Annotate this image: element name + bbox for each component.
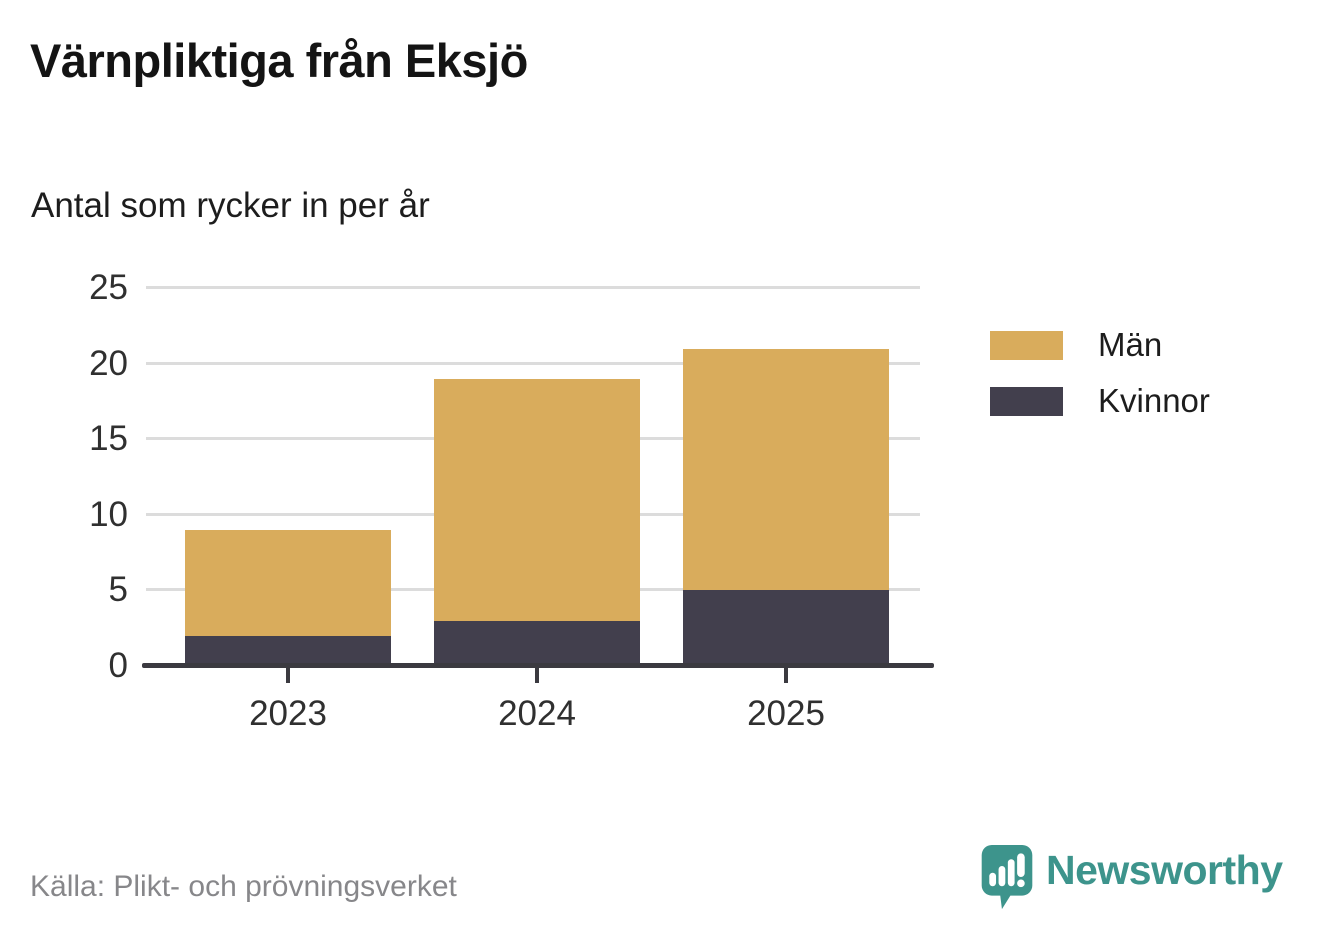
y-axis-label-15: 15 (89, 419, 128, 459)
bar-segment-2025-kvinnor (683, 590, 889, 666)
x-axis-label-2024: 2024 (498, 694, 576, 733)
bar-segment-2023-män (185, 529, 391, 636)
brand-name: Newsworthy (1046, 847, 1283, 893)
bar-segment-2025-män (683, 348, 889, 591)
x-axis-label-2025: 2025 (747, 694, 825, 733)
x-tick-2025 (784, 668, 788, 683)
y-axis-label-20: 20 (89, 343, 128, 383)
y-axis-label-0: 0 (108, 646, 128, 685)
y-axis-label-10: 10 (89, 494, 128, 534)
y-axis-label-5: 5 (108, 570, 128, 610)
bar-chart-speech-bubble-icon (981, 844, 1033, 910)
chart-title: Värnpliktiga från Eksjö (30, 34, 528, 87)
gridline-25 (146, 286, 920, 289)
bar-segment-2024-män (434, 378, 640, 621)
bar-segment-2023-kvinnor (185, 635, 391, 666)
legend-item-kvinnor: Kvinnor (990, 382, 1210, 419)
x-axis-line (142, 663, 934, 668)
bar-segment-2024-kvinnor (434, 620, 640, 666)
source-note: Källa: Plikt- och prövningsverket (30, 870, 457, 903)
x-tick-2023 (286, 668, 290, 683)
x-tick-2024 (535, 668, 539, 683)
brand: Newsworthy (980, 843, 1283, 911)
legend: Män Kvinnor (990, 326, 1210, 440)
legend-label-män: Män (1098, 326, 1163, 363)
gridline-20 (146, 361, 920, 365)
plot-area (142, 286, 934, 683)
x-axis-label-2023: 2023 (249, 694, 327, 733)
legend-item-män: Män (990, 326, 1210, 363)
legend-label-kvinnor: Kvinnor (1098, 382, 1210, 419)
chart-subtitle: Antal som rycker in per år (31, 186, 430, 225)
y-axis-label-25: 25 (89, 268, 128, 307)
legend-swatch-män (990, 330, 1063, 360)
legend-swatch-kvinnor (990, 386, 1063, 416)
